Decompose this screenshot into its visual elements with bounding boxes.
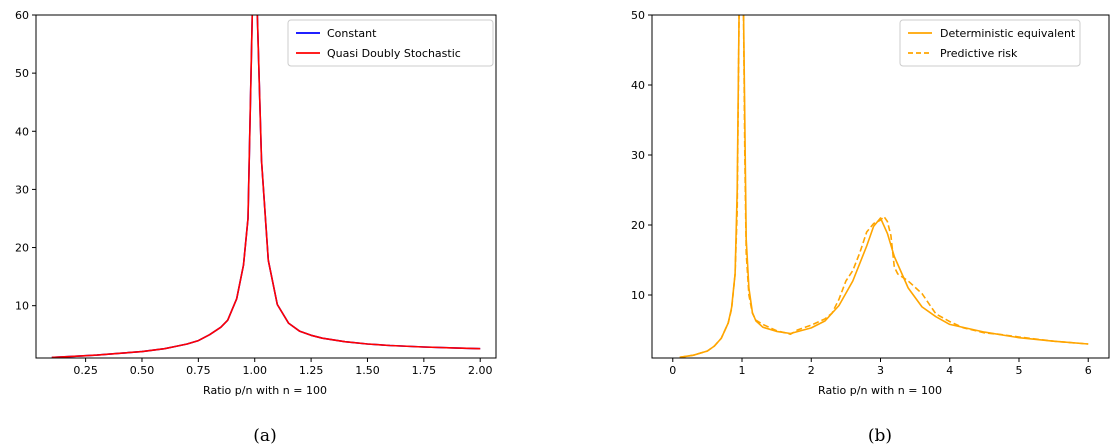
chart-a-x-tick-label: 0.50 xyxy=(130,364,155,377)
chart-a-x-axis-label: Ratio p/n with n = 100 xyxy=(203,384,327,397)
chart-a-legend: Constant Quasi Doubly Stochastic xyxy=(287,19,494,67)
chart-a-y-tick-label: 10 xyxy=(15,300,29,313)
chart-b-y-ticks: 10 20 30 40 50 xyxy=(631,9,652,302)
chart-a-x-tick-label: 1.00 xyxy=(242,364,267,377)
chart-a-axes-frame xyxy=(35,14,497,359)
chart-b-y-tick-label: 20 xyxy=(631,219,645,232)
chart-a-series-quasi-doubly-stochastic xyxy=(51,15,481,358)
chart-a-x-tick-label: 1.25 xyxy=(299,364,324,377)
chart-a-y-tick-label: 60 xyxy=(15,9,29,22)
chart-b-x-tick-label: 6 xyxy=(1085,364,1092,377)
chart-a-caption: (a) xyxy=(253,426,276,446)
chart-a-y-tick-label: 40 xyxy=(15,125,29,138)
chart-b: 0 1 2 3 4 5 6 10 20 30 40 50 Ratio p/n with n = 10… xyxy=(631,9,1110,446)
chart-a-legend-label-quasi: Quasi Doubly Stochastic xyxy=(327,47,461,60)
chart-a-legend-label-constant: Constant xyxy=(327,27,377,40)
chart-a-x-tick-label: 0.75 xyxy=(186,364,211,377)
chart-a-y-tick-label: 20 xyxy=(15,242,29,255)
chart-b-legend-label-deterministic: Deterministic equivalent xyxy=(940,27,1076,40)
chart-b-x-tick-label: 1 xyxy=(739,364,746,377)
chart-a-x-tick-label: 0.25 xyxy=(73,364,98,377)
chart-a-y-tick-label: 30 xyxy=(15,183,29,196)
chart-a-y-ticks: 10 20 30 40 50 60 xyxy=(15,9,36,313)
chart-b-y-tick-label: 40 xyxy=(631,79,645,92)
chart-b-y-tick-label: 10 xyxy=(631,289,645,302)
chart-b-x-axis-label: Ratio p/n with n = 100 xyxy=(818,384,942,397)
chart-b-legend-label-predictive: Predictive risk xyxy=(940,47,1018,60)
chart-b-x-tick-label: 0 xyxy=(669,364,676,377)
chart-b-series-predictive-risk xyxy=(679,15,1089,358)
chart-a: 0.25 0.50 0.75 1.00 1.25 1.50 1.75 2.00 10 20 30 4… xyxy=(15,9,497,446)
chart-a-x-tick-label: 1.75 xyxy=(412,364,437,377)
chart-a-x-ticks: 0.25 0.50 0.75 1.00 1.25 1.50 1.75 2.00 xyxy=(73,358,492,377)
chart-a-x-tick-label: 2.00 xyxy=(468,364,493,377)
chart-b-caption: (b) xyxy=(868,426,892,446)
chart-a-plot-area xyxy=(35,14,497,359)
chart-a-x-tick-label: 1.50 xyxy=(355,364,380,377)
chart-b-x-ticks: 0 1 2 3 4 5 6 xyxy=(669,358,1092,377)
chart-b-x-tick-label: 5 xyxy=(1015,364,1022,377)
chart-b-x-tick-label: 4 xyxy=(946,364,953,377)
chart-b-legend: Deterministic equivalent Predictive risk xyxy=(899,19,1081,67)
chart-b-x-tick-label: 2 xyxy=(808,364,815,377)
chart-b-x-tick-label: 3 xyxy=(877,364,884,377)
chart-a-y-tick-label: 50 xyxy=(15,67,29,80)
chart-b-y-tick-label: 30 xyxy=(631,149,645,162)
chart-b-y-tick-label: 50 xyxy=(631,9,645,22)
chart-a-legend-box xyxy=(287,19,494,67)
chart-b-legend-box xyxy=(899,19,1081,67)
